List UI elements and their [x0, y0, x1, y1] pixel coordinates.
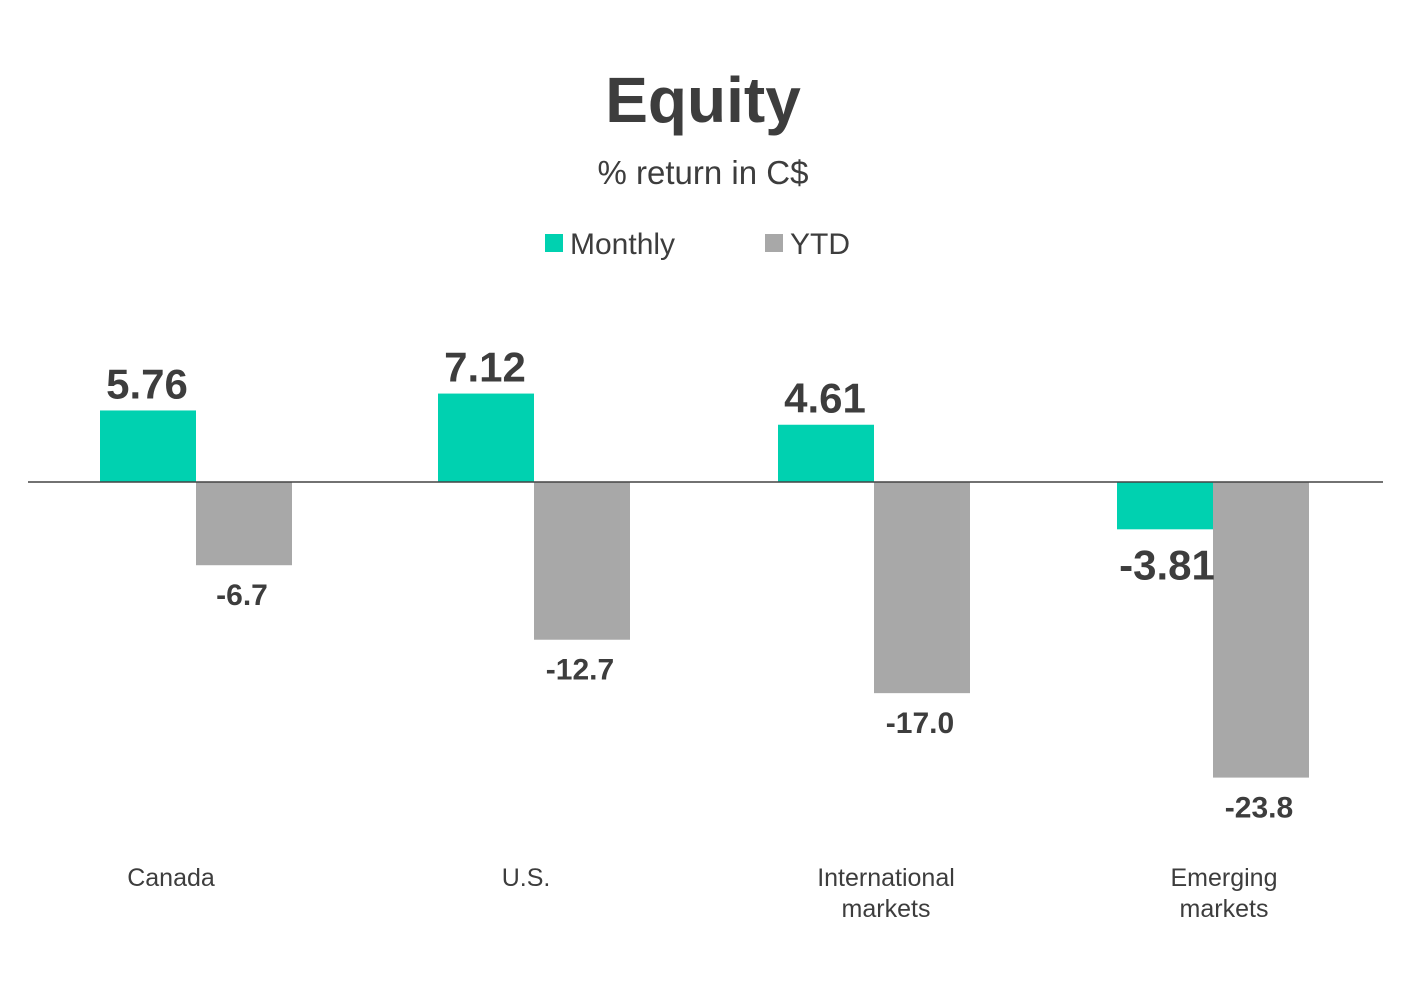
value-label-monthly-3: -3.81: [1119, 541, 1215, 588]
value-label-ytd-2: -17.0: [886, 707, 954, 740]
legend-swatch-ytd: [765, 234, 783, 252]
legend-label-monthly: Monthly: [570, 228, 675, 261]
value-label-ytd-1: -12.7: [546, 654, 614, 687]
value-label-ytd-3: -23.8: [1225, 792, 1293, 825]
category-label-3-line-1: markets: [1180, 895, 1269, 923]
category-label-2-line-0: International: [817, 864, 955, 892]
chart-subtitle: % return in C$: [598, 154, 809, 191]
bar-ytd-0: [196, 482, 292, 566]
bar-ytd-2: [874, 482, 970, 694]
bar-monthly-3: [1117, 482, 1213, 530]
legend-label-ytd: YTD: [790, 228, 850, 261]
bar-ytd-1: [534, 482, 630, 640]
bar-monthly-1: [438, 393, 534, 482]
value-label-ytd-0: -6.7: [216, 579, 268, 612]
bar-monthly-2: [778, 424, 874, 482]
category-label-2-line-1: markets: [842, 895, 931, 923]
bar-ytd-3: [1213, 482, 1309, 778]
value-label-monthly-1: 7.12: [444, 344, 526, 391]
category-label-3-line-0: Emerging: [1171, 864, 1278, 892]
bar-monthly-0: [100, 410, 196, 482]
chart-title: Equity: [605, 64, 801, 136]
legend: Monthly YTD: [545, 228, 850, 261]
legend-swatch-monthly: [545, 234, 563, 252]
category-labels-group: Canada U.S. International markets Emerging ma…: [127, 864, 1277, 923]
category-label-1-line-0: U.S.: [502, 864, 551, 892]
category-label-0-line-0: Canada: [127, 864, 215, 892]
bars-group: [100, 393, 1309, 778]
value-label-monthly-0: 5.76: [106, 360, 188, 407]
value-label-monthly-2: 4.61: [784, 375, 866, 422]
value-labels-group: 5.76 -6.7 7.12 -12.7 4.61 -17.0 -3.81 -23.8: [106, 344, 1293, 825]
